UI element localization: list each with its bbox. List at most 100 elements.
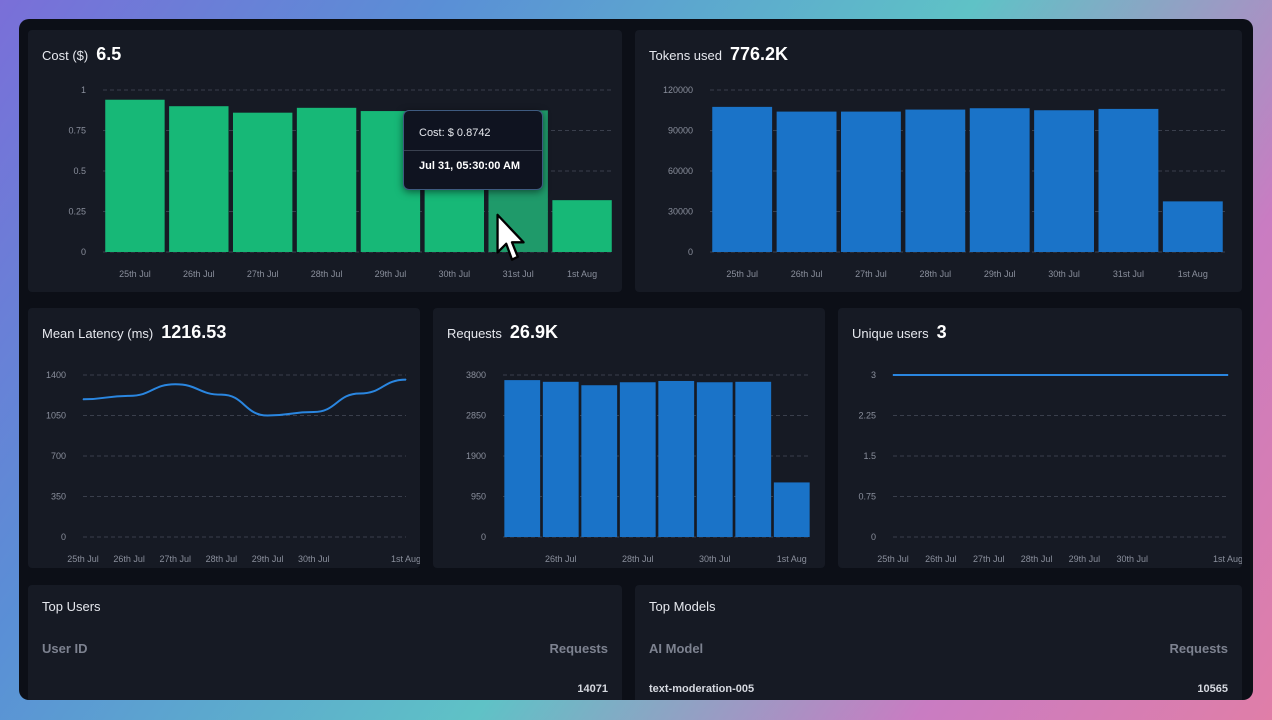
cost-card: 0 0.25 0.5 0.75 1 25th Jul 26th Jul 27th Jul 28t…: [28, 30, 622, 292]
tokens-chart[interactable]: 0 30000 60000 90000 120000 25th Jul 26th Jul 27…: [635, 30, 1242, 292]
y-tick-label: 1900: [466, 451, 486, 461]
x-tick-label: 30th Jul: [298, 554, 330, 564]
y-tick-label: 0.25: [68, 207, 86, 217]
latency-card: 0 350 700 1050 1400 25th Jul 26th Jul 27th Jul 2…: [28, 308, 420, 568]
series-line: [82, 378, 407, 417]
x-tick-label: 26th Jul: [545, 554, 577, 564]
dashboard-window: 0 0.25 0.5 0.75 1 25th Jul 26th Jul 27th Jul 28t…: [19, 19, 1253, 700]
bar: [542, 381, 579, 537]
requests-card: 0 950 1900 2850 3800 26th Jul 28th Jul 30th Jul…: [433, 308, 825, 568]
tokens-value: 776.2K: [730, 44, 789, 64]
y-tick-label: 0: [688, 247, 693, 257]
requests-title: Requests: [447, 326, 502, 341]
x-tick-label: 26th Jul: [183, 269, 215, 279]
data-point: [940, 374, 942, 376]
y-tick-label: 3800: [466, 370, 486, 380]
x-tick-label: 1st Aug: [777, 554, 807, 564]
x-tick-label: 27th Jul: [973, 554, 1005, 564]
data-point: [128, 395, 130, 397]
x-tick-label: 31st Jul: [503, 269, 534, 279]
x-tick-label: 28th Jul: [622, 554, 654, 564]
bar: [1162, 201, 1223, 252]
requests-cell: 10565: [1197, 683, 1228, 695]
top-users-table-header: User ID Requests: [42, 641, 608, 656]
bar: [581, 385, 618, 537]
users-chart[interactable]: 0 0.75 1.5 2.25 3 25th Jul 26th Jul 27th Jul 28t…: [838, 308, 1242, 568]
y-tick-label: 2850: [466, 411, 486, 421]
data-point: [82, 398, 84, 400]
top-models-card: Top Models AI Model Requests text-modera…: [635, 585, 1242, 700]
x-tick-label: 30th Jul: [699, 554, 731, 564]
x-tick-label: 25th Jul: [877, 554, 909, 564]
bar: [169, 106, 229, 252]
bar: [232, 112, 293, 253]
y-tick-label: 950: [471, 492, 486, 502]
table-row[interactable]: 14071: [42, 683, 608, 695]
table-row[interactable]: text-moderation-005 10565: [649, 683, 1228, 695]
data-point: [988, 374, 990, 376]
x-tick-label: 30th Jul: [439, 269, 471, 279]
bar: [696, 382, 733, 537]
bar: [105, 99, 165, 252]
data-point: [313, 411, 315, 413]
data-point: [220, 394, 222, 396]
bar: [969, 108, 1030, 252]
column-header-user-id[interactable]: User ID: [42, 641, 88, 656]
data-point: [174, 383, 176, 385]
x-tick-label: 27th Jul: [855, 269, 887, 279]
top-models-header: Top Models: [649, 599, 715, 614]
users-card: 0 0.75 1.5 2.25 3 25th Jul 26th Jul 27th Jul 28t…: [838, 308, 1242, 568]
x-tick-label: 30th Jul: [1048, 269, 1080, 279]
bar: [296, 107, 357, 252]
x-tick-label: 28th Jul: [311, 269, 343, 279]
y-tick-label: 700: [51, 451, 66, 461]
y-tick-label: 0.5: [73, 166, 86, 176]
tooltip-date-label: Jul 31, 05:30:00 AM: [419, 160, 521, 172]
bar: [1034, 110, 1094, 252]
latency-card-header: Mean Latency (ms) 1216.53: [42, 322, 226, 343]
column-header-requests[interactable]: Requests: [549, 641, 608, 656]
x-tick-label: 1st Aug: [1178, 269, 1208, 279]
cost-card-header: Cost ($) 6.5: [42, 44, 121, 65]
y-tick-label: 0: [871, 532, 876, 542]
top-models-table-header: AI Model Requests: [649, 641, 1228, 656]
column-header-requests[interactable]: Requests: [1169, 641, 1228, 656]
latency-chart[interactable]: 0 350 700 1050 1400 25th Jul 26th Jul 27th Jul 2…: [28, 308, 420, 568]
bar: [905, 109, 966, 252]
x-tick-label: 28th Jul: [206, 554, 238, 564]
data-point: [1131, 374, 1133, 376]
column-header-ai-model[interactable]: AI Model: [649, 641, 704, 656]
y-tick-label: 120000: [663, 85, 693, 95]
data-point: [1036, 374, 1038, 376]
requests-value: 26.9K: [509, 322, 558, 342]
data-point: [267, 415, 269, 416]
y-tick-label: 1400: [46, 370, 66, 380]
cost-value: 6.5: [96, 44, 122, 64]
y-tick-label: 2.25: [858, 411, 876, 421]
x-tick-label: 29th Jul: [252, 554, 284, 564]
y-tick-label: 1: [81, 85, 86, 95]
bar: [735, 381, 772, 537]
data-point: [1083, 374, 1085, 376]
requests-chart[interactable]: 0 950 1900 2850 3800 26th Jul 28th Jul 30th Jul…: [433, 308, 825, 568]
x-tick-label: 1st Aug: [567, 269, 597, 279]
tokens-card: 0 30000 60000 90000 120000 25th Jul 26th Jul 27…: [635, 30, 1242, 292]
y-tick-label: 0: [61, 532, 66, 542]
x-tick-label: 31st Jul: [1113, 269, 1144, 279]
top-users-card: Top Users User ID Requests 14071: [28, 585, 622, 700]
tokens-title: Tokens used: [649, 48, 722, 63]
x-tick-label: 28th Jul: [920, 269, 952, 279]
y-tick-label: 0: [81, 247, 86, 257]
y-tick-label: 1.5: [863, 451, 876, 461]
bar: [552, 200, 612, 252]
data-point: [405, 379, 407, 381]
mouse-cursor-icon: [496, 213, 525, 261]
bar: [1098, 108, 1159, 253]
x-tick-label: 29th Jul: [984, 269, 1016, 279]
y-tick-label: 60000: [668, 166, 693, 176]
users-value: 3: [936, 322, 947, 342]
bar: [619, 382, 656, 537]
y-tick-label: 90000: [668, 126, 693, 136]
x-tick-label: 1st Aug: [391, 554, 420, 564]
x-tick-label: 1st Aug: [1213, 554, 1242, 564]
